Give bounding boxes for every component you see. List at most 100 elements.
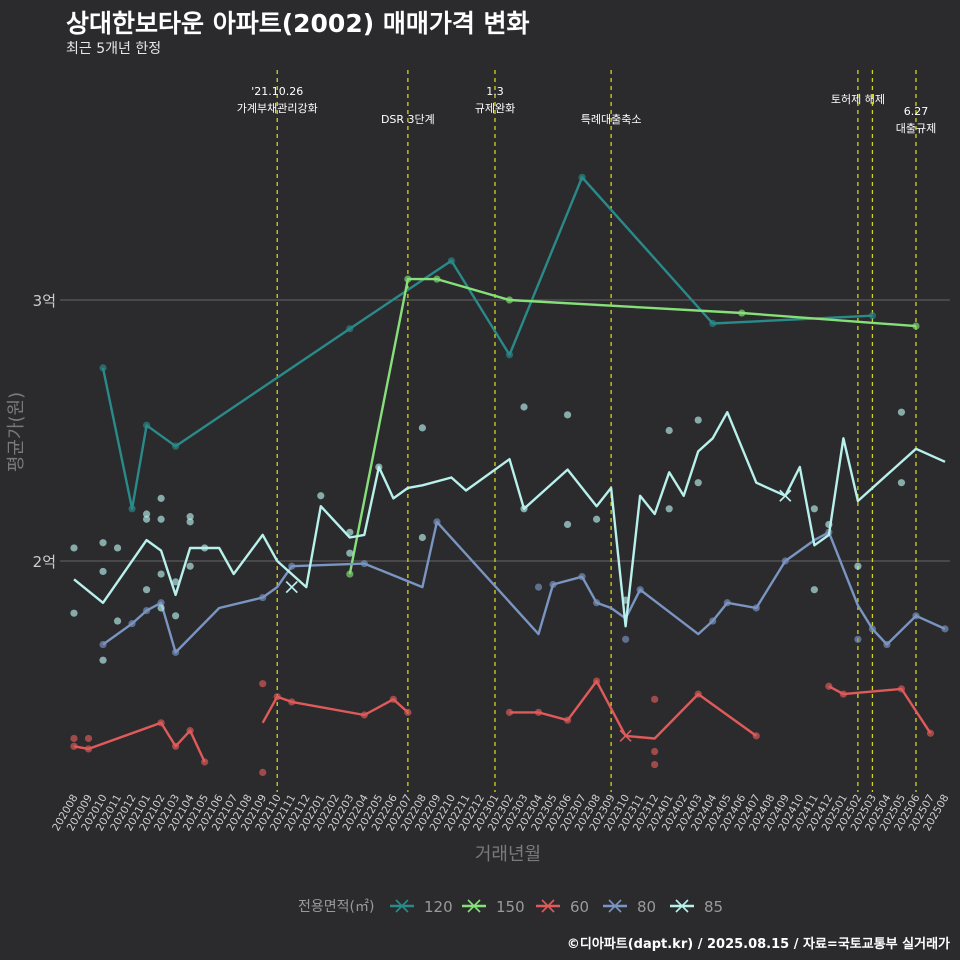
data-point-85 (520, 505, 528, 513)
legend-layer: 전용면적(㎡) 120 150 60 80 85 (298, 898, 723, 916)
data-point-60 (157, 719, 165, 727)
data-point-60 (825, 682, 833, 690)
data-point-85 (346, 528, 354, 536)
data-point-80 (781, 557, 789, 565)
data-point-85 (897, 408, 906, 416)
x-axis-title: 거래년월 (475, 844, 541, 865)
data-point-60 (534, 708, 543, 716)
data-point-60 (926, 729, 935, 737)
legend-key-cross-85 (675, 899, 689, 913)
data-point-60 (186, 727, 194, 735)
data-point-80 (941, 625, 949, 633)
data-point-120 (578, 173, 586, 181)
data-point-60 (273, 693, 281, 701)
data-point-85 (70, 544, 78, 552)
data-point-120 (709, 319, 717, 328)
data-point-120 (346, 325, 354, 333)
y-axis-title: 평균가(원) (6, 392, 27, 472)
data-point-80 (128, 620, 136, 628)
data-point-60 (839, 690, 847, 698)
data-point-85 (346, 549, 354, 557)
grid-layer (60, 299, 950, 562)
data-point-85 (99, 539, 107, 547)
series-line-60 (261, 695, 409, 724)
data-point-60 (288, 698, 296, 706)
series-line-150 (348, 277, 917, 575)
data-point-85 (172, 578, 180, 586)
event-label: 규제완화 (475, 102, 515, 115)
data-point-85 (142, 510, 151, 518)
data-point-85 (694, 416, 702, 424)
data-point-60 (259, 680, 267, 688)
legend-label-60: 60 (570, 898, 589, 916)
data-point-80 (259, 593, 267, 602)
data-point-85 (113, 544, 122, 552)
series-line-120 (101, 176, 873, 510)
data-point-85 (142, 515, 151, 523)
cross-marker-60 (619, 729, 632, 742)
data-point-85 (157, 515, 165, 523)
data-point-85 (186, 513, 194, 521)
event-label: 가계부채관리강화 (237, 102, 318, 115)
data-point-60 (752, 732, 760, 740)
data-point-150 (912, 322, 920, 330)
legend-title: 전용면적(㎡) (298, 899, 374, 915)
series-line-60 (509, 679, 758, 740)
data-point-150 (505, 296, 514, 304)
data-point-80 (172, 648, 180, 656)
legend-key-cross-120 (395, 899, 409, 913)
data-point-60 (563, 716, 572, 724)
source-caption: ©디아파트(dapt.kr) / 2025.08.15 / 자료=국토교통부 실… (566, 937, 950, 952)
data-point-60 (505, 708, 514, 716)
data-point-150 (433, 275, 441, 283)
data-point-85 (99, 567, 107, 576)
data-point-120 (172, 442, 180, 450)
event-label: 토허제 해제 (831, 92, 885, 106)
data-point-85 (563, 520, 572, 529)
data-point-80 (593, 599, 601, 607)
data-point-80 (854, 635, 862, 643)
data-point-85 (810, 586, 818, 594)
event-label: 특례대출축소 (581, 113, 642, 126)
data-point-85 (157, 494, 165, 502)
data-point-60 (84, 745, 93, 753)
data-point-60 (259, 768, 267, 777)
data-point-80 (868, 625, 877, 633)
data-point-60 (404, 708, 412, 716)
data-point-80 (142, 606, 151, 615)
data-point-85 (186, 518, 194, 526)
data-point-80 (883, 640, 891, 649)
data-point-85 (825, 520, 833, 529)
data-point-85 (897, 479, 906, 487)
data-point-60 (694, 690, 702, 698)
data-point-60 (172, 742, 180, 750)
axis-layer: 2억3억202008202009202010202011202012202101… (6, 292, 952, 865)
data-point-120 (505, 351, 514, 359)
data-point-85 (375, 463, 383, 471)
data-point-85 (70, 609, 78, 617)
legend-key-cross-150 (467, 899, 481, 913)
data-point-80 (723, 599, 731, 607)
chart-title: 상대한보타운 아파트(2002) 매매가격 변화 (66, 9, 530, 38)
data-point-85 (142, 586, 151, 594)
data-point-60 (70, 742, 78, 750)
data-point-60 (897, 685, 906, 693)
data-point-80 (433, 518, 441, 526)
series-line-60 (73, 721, 206, 763)
data-point-80 (99, 640, 107, 649)
data-point-85 (157, 604, 165, 612)
series-line-60 (828, 685, 932, 734)
data-point-85 (563, 411, 572, 419)
data-point-85 (810, 505, 818, 513)
legend-key-cross-60 (541, 899, 555, 913)
data-point-120 (142, 421, 151, 429)
series-line-85 (73, 411, 946, 628)
data-point-60 (651, 747, 659, 756)
data-point-85 (665, 505, 673, 513)
data-point-85 (99, 656, 107, 664)
cross-marker-85 (285, 581, 298, 594)
event-label: '21.10.26 (251, 85, 303, 98)
y-tick-label: 2억 (33, 553, 56, 571)
